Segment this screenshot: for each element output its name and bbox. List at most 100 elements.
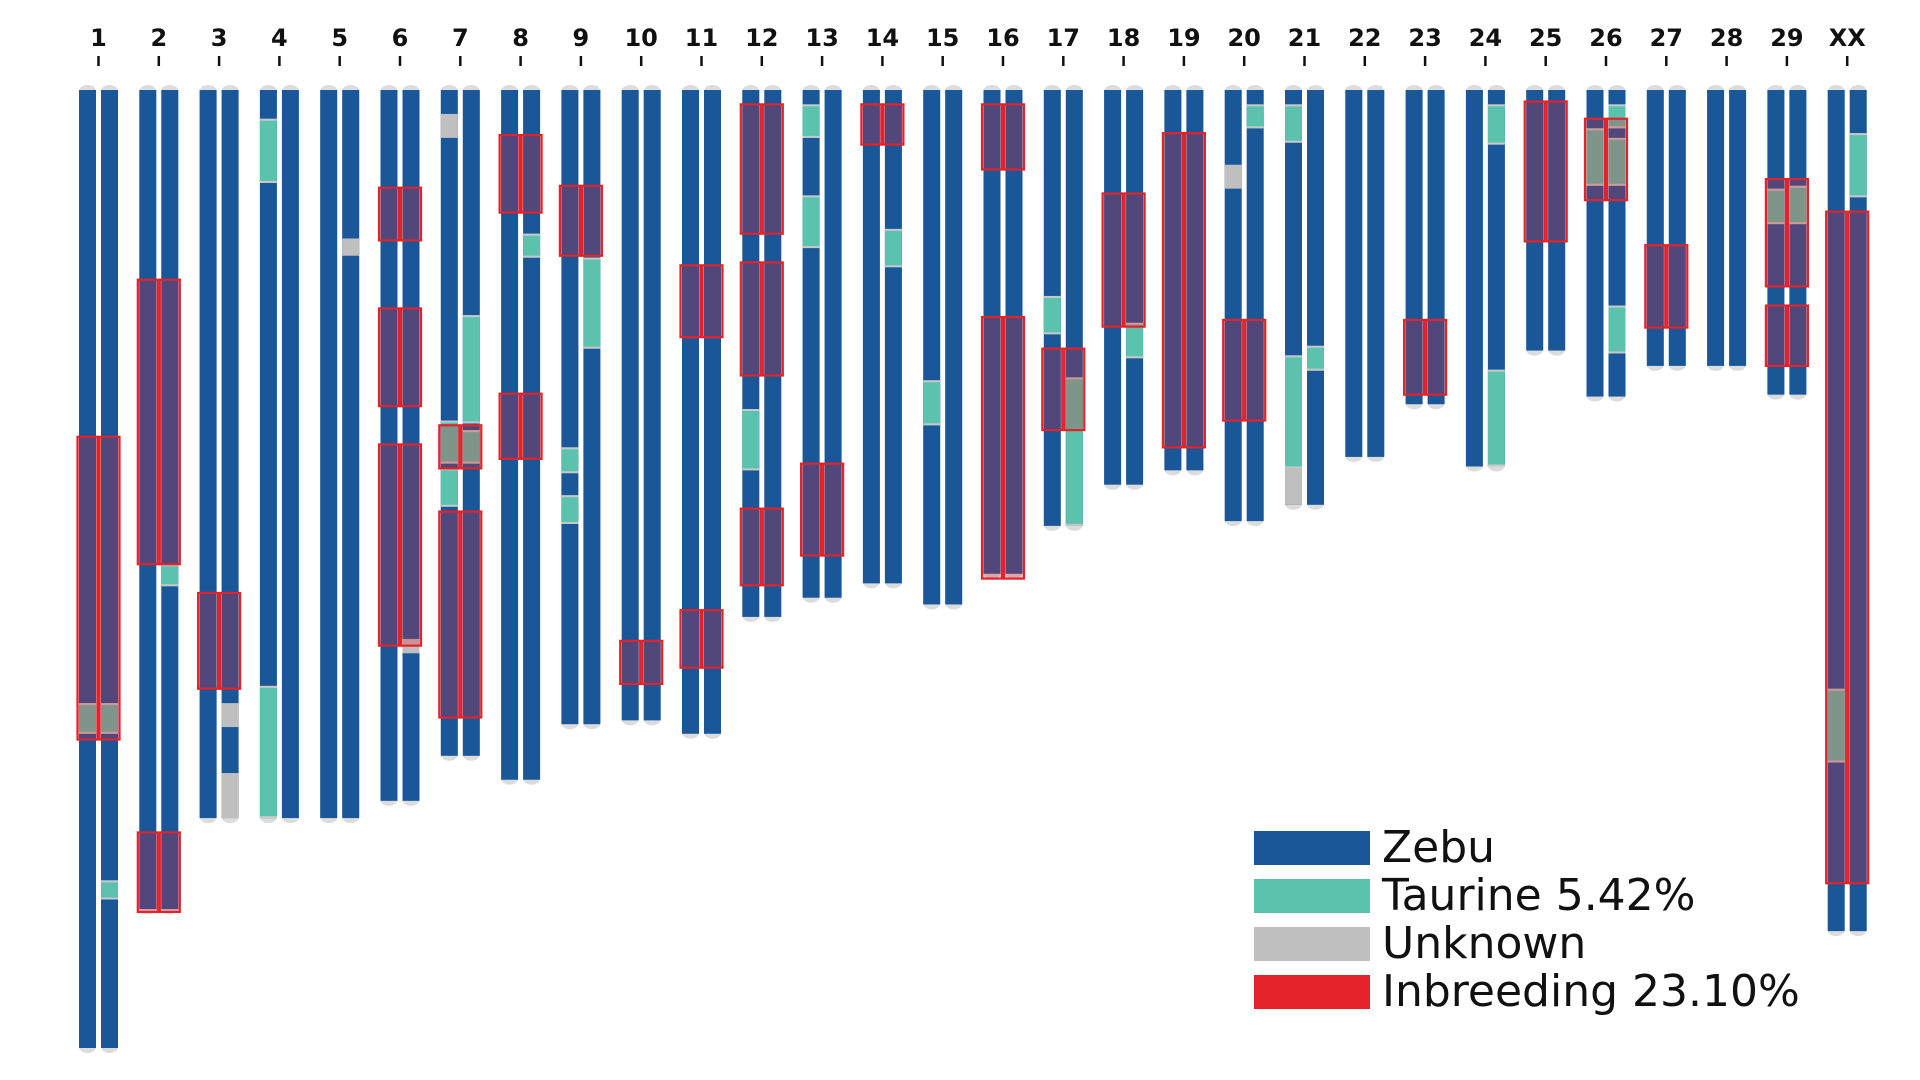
chromosome-label: 26 (1589, 24, 1622, 52)
segment-edge (1789, 222, 1807, 225)
chromosome-10: 10 (619, 24, 664, 726)
inbreeding-run (377, 186, 401, 242)
chromatid-zebu (621, 90, 639, 721)
segment-taurine (884, 228, 902, 268)
chromatid-zebu (1405, 90, 1423, 405)
segment-edge (1849, 195, 1867, 198)
chromatid-zebu (583, 90, 601, 725)
segment-edge (884, 228, 902, 231)
segment-unknown (221, 703, 239, 728)
chromosome-28: 28 (1707, 24, 1747, 371)
chromosome-label: 21 (1288, 24, 1321, 52)
chromosome-15: 15 (923, 24, 963, 610)
segment-edge (1586, 183, 1604, 186)
inbreeding-run (98, 435, 121, 741)
segment-unknown (1285, 468, 1302, 505)
segment-edge (561, 495, 579, 498)
segment-edge (802, 135, 820, 138)
chromatid-zebu (1767, 90, 1785, 395)
inbreeding-run (980, 315, 1004, 580)
segment-edge (440, 461, 458, 464)
chromatid-zebu (1246, 90, 1264, 522)
segment-edge (1307, 368, 1324, 371)
segment-taurine (259, 685, 277, 819)
legend-item-taurine: Taurine 5.42% (1254, 872, 1800, 920)
chromosome-label: 7 (452, 24, 469, 52)
segment-taurine (440, 468, 458, 507)
segment-edge (1827, 760, 1845, 763)
inbreeding-run (1764, 177, 1788, 288)
inbreeding-run (377, 307, 401, 408)
segment-edge (583, 346, 601, 349)
chromatid-zebu (862, 90, 880, 584)
segment-edge (1487, 104, 1505, 107)
chromosome-5: 5 (320, 24, 360, 824)
segment-edge (1307, 345, 1324, 348)
segment-edge (1285, 140, 1302, 143)
inbreeding-run (158, 831, 181, 914)
chromosome-4: 4 (259, 24, 299, 824)
segment-edge (742, 468, 760, 471)
inbreeding-run (558, 184, 582, 257)
inbreeding-run (520, 392, 543, 460)
inbreeding-run (1002, 315, 1026, 580)
segment-edge (561, 471, 579, 474)
legend-swatch-taurine (1254, 879, 1370, 913)
segment-taurine (1608, 305, 1626, 354)
chromatid-zebu (1186, 90, 1204, 471)
chromatid-zebu (1164, 90, 1182, 471)
inbreeding-run (1545, 100, 1568, 243)
inbreeding-run (1402, 318, 1426, 396)
chromatid-zebu (1224, 90, 1242, 522)
segment-edge (79, 703, 96, 706)
chromosome-label: 12 (745, 24, 778, 52)
segment-edge (101, 880, 118, 883)
inbreeding-run (498, 133, 521, 214)
segment-edge (161, 584, 179, 587)
chromosome-8: 8 (498, 24, 543, 785)
segment-edge (1065, 377, 1083, 380)
chromatid-zebu (923, 90, 941, 605)
inbreeding-run (158, 278, 181, 566)
chromatid-zebu (742, 90, 760, 617)
chromosome-26: 26 (1583, 24, 1629, 402)
segment-taurine (561, 495, 579, 524)
legend-item-zebu: Zebu (1254, 824, 1800, 872)
inbreeding-run (1222, 318, 1245, 422)
chromosome-label: 25 (1529, 24, 1562, 52)
chromatid-zebu (1707, 90, 1725, 366)
chromosome-22: 22 (1345, 24, 1385, 462)
segment-edge (79, 731, 96, 734)
segment-edge (440, 504, 458, 507)
segment-edge (1608, 183, 1626, 186)
chromosome-11: 11 (679, 24, 724, 739)
segment-edge (742, 409, 760, 412)
chromosome-7: 7 (438, 24, 483, 761)
legend-item-inbreeding: Inbreeding 23.10% (1254, 968, 1800, 1016)
inbreeding-run (136, 831, 159, 914)
inbreeding-run (761, 103, 784, 235)
inbreeding-run (1786, 177, 1810, 288)
inbreeding-run (1825, 210, 1848, 885)
inbreeding-run (1183, 132, 1207, 449)
chromosome-label: 4 (271, 24, 288, 52)
segment-edge (1246, 126, 1264, 129)
segment-edge (561, 447, 579, 450)
segment-taurine (1285, 355, 1302, 469)
segment-edge (1767, 188, 1785, 191)
chromatid-zebu (139, 90, 157, 910)
chromatid-zebu (1526, 90, 1544, 351)
chromosome-12: 12 (739, 24, 784, 622)
segment-taurine (161, 564, 179, 587)
chromosome-label: 23 (1408, 24, 1441, 52)
chromosome-14: 14 (860, 24, 905, 589)
legend-swatch-zebu (1254, 831, 1370, 865)
inbreeding-run (860, 103, 883, 146)
segment-taurine (79, 703, 96, 734)
segment-edge (462, 315, 480, 318)
inbreeding-run (739, 261, 762, 377)
chromosome-label: XX (1829, 24, 1867, 52)
chromosome-20: 20 (1222, 24, 1267, 527)
legend-label-inbreeding: Inbreeding 23.10% (1382, 966, 1800, 1017)
chromosome-3: 3 (197, 24, 242, 824)
